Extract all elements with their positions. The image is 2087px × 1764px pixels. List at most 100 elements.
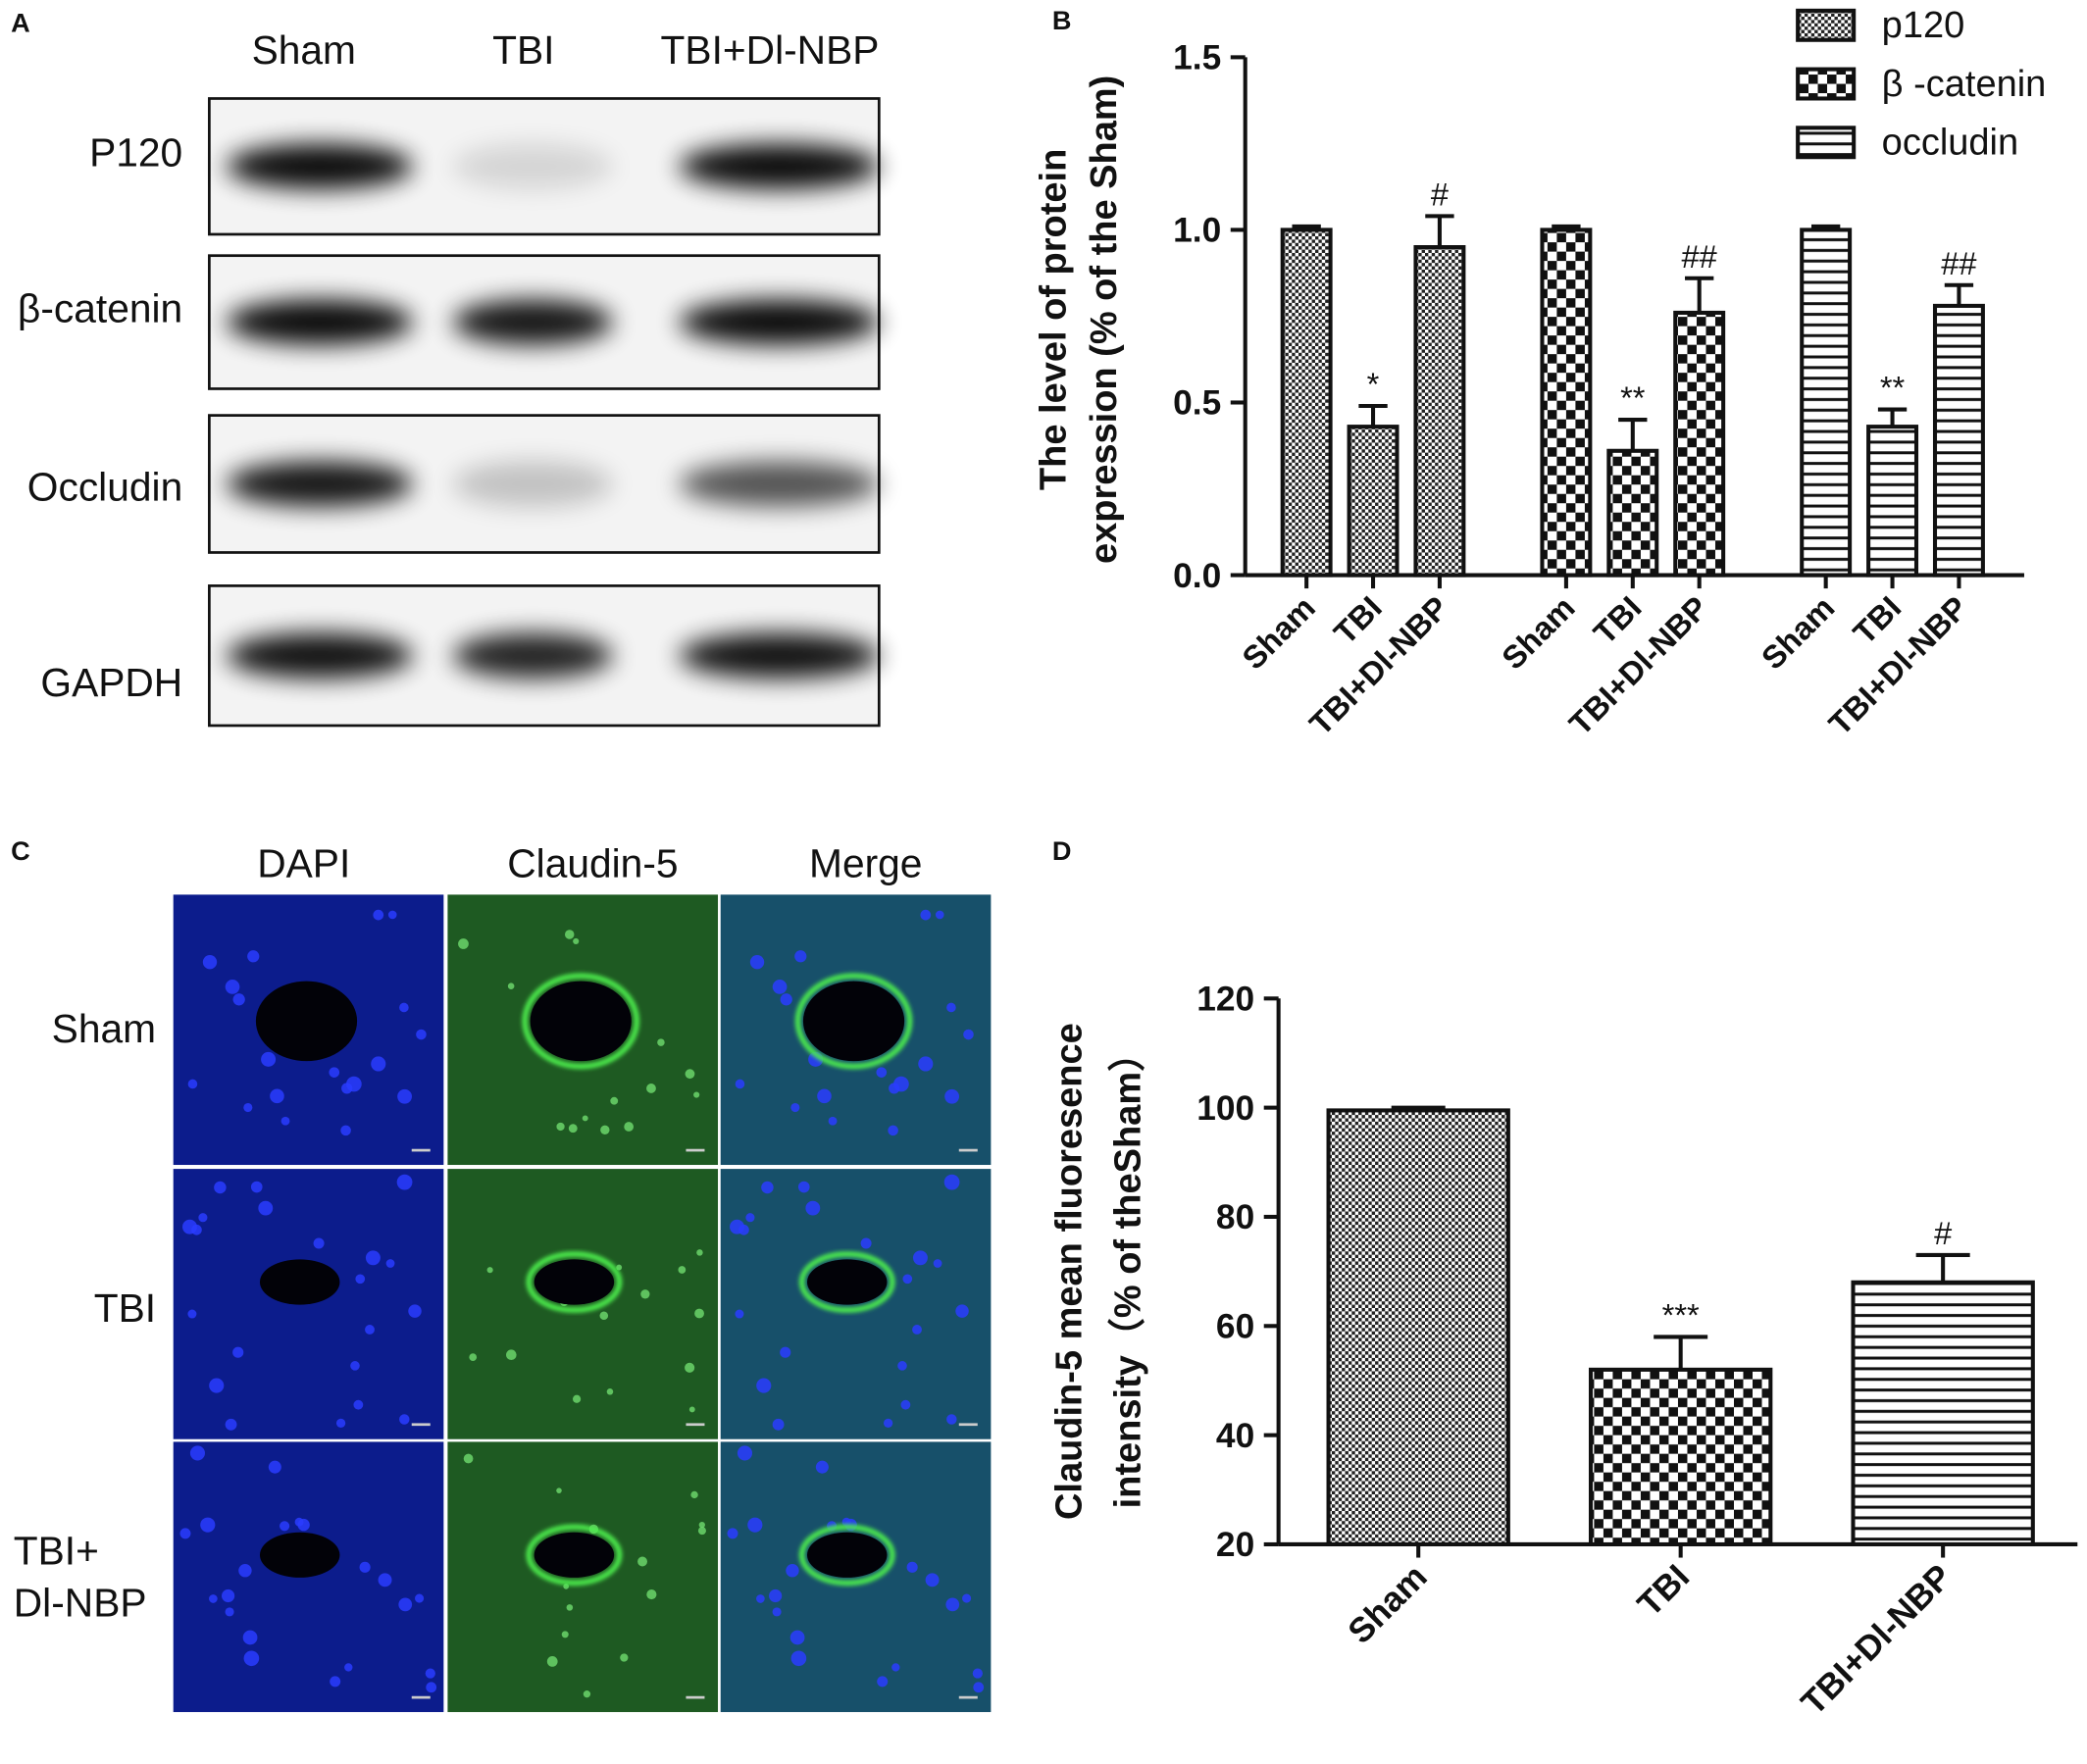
speck (566, 1604, 574, 1611)
vessel (259, 1259, 340, 1305)
nucleus (972, 1668, 983, 1679)
row-label: P120 (89, 130, 182, 176)
nucleus (897, 1361, 907, 1371)
blot-band (452, 632, 613, 679)
row-label: GAPDH (40, 660, 182, 705)
nucleus (214, 1181, 227, 1194)
nucleus (425, 1668, 435, 1679)
nucleus (790, 1650, 807, 1667)
nucleus (378, 1573, 392, 1588)
nucleus (270, 1088, 284, 1104)
speck (616, 1264, 623, 1271)
micrograph (173, 1441, 444, 1713)
speck (620, 1653, 629, 1662)
nucleus (280, 1521, 290, 1532)
y-tick-label: 100 (1196, 1089, 1254, 1128)
nucleus (297, 1518, 310, 1532)
bar (1347, 425, 1400, 578)
nucleus (906, 1561, 918, 1573)
x-tick-label: Sham (1236, 589, 1322, 676)
y-tick-label: 0.5 (1173, 384, 1221, 423)
significance-label: ## (1682, 239, 1717, 275)
nucleus (883, 1418, 893, 1429)
column-label: TBI+Dl-NBP (661, 27, 880, 73)
vessel (802, 981, 905, 1062)
legend-label: occludin (1882, 122, 2018, 163)
speck (582, 1115, 588, 1122)
nucleus (756, 1378, 772, 1393)
speck (693, 1091, 700, 1098)
panel-letter: A (11, 8, 30, 38)
panel-letter: D (1052, 835, 1072, 866)
y-axis-label: intensity（% of theSham） (1107, 1034, 1148, 1509)
micrograph-group (173, 894, 992, 1713)
nucleus (408, 1304, 422, 1318)
blot-band (679, 632, 880, 679)
nucleus (232, 993, 245, 1006)
nucleus (772, 980, 788, 994)
y-tick-label: 20 (1216, 1526, 1254, 1564)
nucleus (888, 1125, 898, 1136)
micrograph (447, 1169, 719, 1439)
y-tick-label: 1.0 (1173, 212, 1221, 250)
speck (646, 1589, 657, 1600)
nucleus (243, 1650, 260, 1667)
nucleus (247, 950, 260, 963)
nucleus (912, 1325, 922, 1335)
nucleus (346, 1076, 362, 1092)
nucleus (242, 1630, 258, 1645)
bar (1932, 303, 1985, 578)
nucleus (790, 1102, 800, 1113)
nucleus (335, 1418, 346, 1429)
chart: B The level of protein expression (% of th… (1033, 5, 2046, 742)
scale-bar (958, 1148, 978, 1152)
micrograph (720, 1441, 992, 1713)
significance-label: * (1367, 367, 1380, 402)
nucleus (945, 1597, 960, 1612)
nucleus (735, 1079, 745, 1089)
bar (1800, 227, 1853, 578)
nucleus (925, 1573, 940, 1588)
micrograph (447, 894, 719, 1166)
blot-band (227, 461, 414, 507)
row-label: Occludin (27, 465, 182, 510)
speck (583, 1690, 591, 1698)
nucleus (415, 1593, 425, 1603)
panel-letter: B (1052, 5, 1072, 35)
blot-band (227, 632, 414, 679)
speck (685, 1069, 695, 1080)
bar (1280, 227, 1333, 578)
nucleus (238, 1564, 252, 1578)
nucleus (250, 1181, 263, 1193)
nucleus (780, 993, 792, 1006)
nucleus (344, 1663, 353, 1672)
speck (561, 1631, 569, 1638)
nucleus (187, 1309, 197, 1319)
speck (696, 1249, 703, 1256)
nucleus (902, 1274, 913, 1285)
nucleus (387, 910, 397, 920)
speck (546, 1656, 558, 1667)
nucleus (780, 1346, 791, 1358)
nucleus (891, 1663, 900, 1672)
scale-bar (686, 1695, 705, 1699)
bar (1588, 1367, 1773, 1547)
nucleus (340, 1125, 351, 1136)
blot-band (452, 143, 613, 189)
nucleus (396, 1174, 413, 1190)
nucleus (772, 1418, 785, 1431)
nucleus (973, 1682, 985, 1693)
nucleus (365, 1250, 381, 1266)
nucleus (225, 1418, 237, 1431)
significance-label: ## (1941, 246, 1976, 281)
speck (657, 1038, 665, 1046)
nucleus (944, 1088, 960, 1104)
blot-band (679, 299, 880, 345)
nucleus (329, 1067, 340, 1078)
nucleus (876, 1067, 888, 1078)
vessel (807, 1259, 888, 1305)
nucleus (900, 1399, 911, 1410)
charts: B The level of protein expression (% of th… (1033, 5, 2078, 1723)
scale-bar (411, 1695, 431, 1699)
nucleus (749, 955, 765, 970)
